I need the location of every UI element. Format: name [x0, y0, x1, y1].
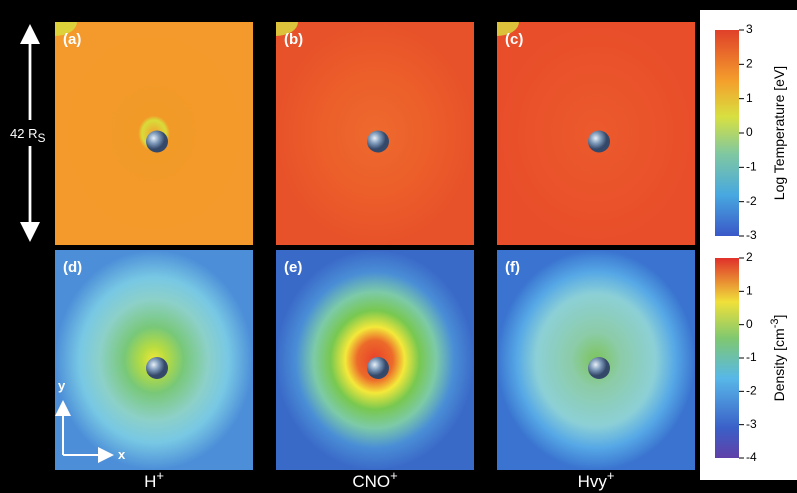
panel-label: (a)	[63, 31, 81, 48]
colorbar-label-sup: -3	[769, 318, 781, 328]
column-text: CNO	[352, 472, 390, 491]
column-sup: +	[607, 468, 615, 483]
scale-sub: S	[37, 131, 45, 145]
colorbar-label-text: Density [cm	[771, 328, 787, 401]
colorbar-tick-label: 0	[746, 317, 753, 331]
colorbar-tick-label: -1	[746, 350, 757, 364]
planet	[146, 131, 168, 153]
colorbar-label: Log Temperature [eV]	[771, 66, 787, 200]
planet	[367, 131, 389, 153]
column-label: CNO+	[352, 468, 397, 491]
column-sup: +	[156, 468, 164, 483]
column-sup: +	[390, 468, 398, 483]
colorbar-label-text: Log Temperature [eV]	[771, 66, 787, 200]
planet	[588, 131, 610, 153]
colorbar-tick-label: 2	[746, 250, 753, 264]
column-label: H+	[144, 468, 164, 491]
planet	[146, 357, 168, 379]
column-text: Hvy	[578, 472, 608, 491]
colorbar-tick-label: 1	[746, 91, 753, 105]
figure: (a)(b)(c)(d)(e)(f) 42 RS yxH+CNO+Hvy+321…	[0, 0, 797, 493]
colorbar-tick-label: -3	[746, 417, 757, 431]
colorbar-tick-label: -2	[746, 194, 757, 208]
panel-label: (c)	[505, 31, 523, 48]
colorbar-label-end: ]	[771, 315, 787, 319]
column-label: Hvy+	[578, 468, 615, 491]
panel-label: (f)	[505, 259, 520, 276]
colorbar	[715, 30, 739, 236]
planet	[367, 357, 389, 379]
column-text: H	[144, 472, 156, 491]
panel-label: (e)	[284, 259, 302, 276]
colorbar	[715, 258, 739, 458]
axis-hint-x: x	[118, 447, 126, 462]
panels: (a) (b) (c) (d) (e) (f)	[55, 22, 695, 470]
scale-text: 42 R	[10, 126, 37, 141]
colorbar-tick-label: 3	[746, 22, 753, 36]
colorbar-tick-label: -4	[746, 450, 757, 464]
colorbar-tick-label: -1	[746, 160, 757, 174]
colorbar-tick-label: 2	[746, 57, 753, 71]
colorbar-tick-label: -3	[746, 228, 757, 242]
planet	[588, 357, 610, 379]
axis-hint-y: y	[58, 378, 66, 393]
panel-label: (d)	[63, 259, 82, 276]
colorbar-tick-label: 1	[746, 284, 753, 298]
colorbar-tick-label: 0	[746, 125, 753, 139]
panel-label: (b)	[284, 31, 303, 48]
colorbar-tick-label: -2	[746, 384, 757, 398]
